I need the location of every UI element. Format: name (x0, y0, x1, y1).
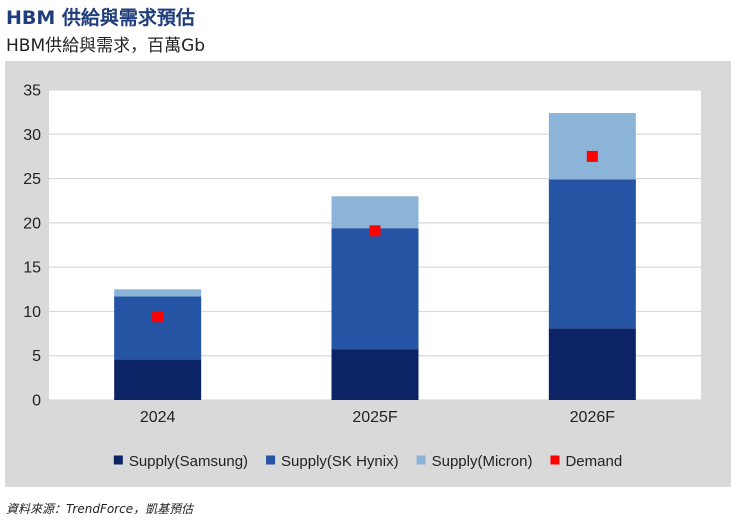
bar-micron-2025f (331, 196, 419, 229)
legend-label-micron: Supply(Micron) (432, 453, 533, 470)
y-tick-label: 30 (23, 127, 41, 144)
bar-samsung-2024 (114, 359, 202, 400)
chart-panel: 0 5 10 15 20 25 30 35 2024 2025F 2026F Supply(Samsu… (5, 61, 731, 487)
bar-sk_hynix-2026f (548, 179, 636, 329)
bar-sk_hynix-2024 (114, 296, 202, 360)
chart-title: HBM 供給與需求預估 (6, 7, 195, 29)
legend-swatch-demand (550, 455, 560, 465)
bar-samsung-2025f (331, 349, 419, 400)
y-tick-label: 0 (32, 393, 41, 410)
bar-sk_hynix-2025f (331, 228, 419, 350)
x-tick-label: 2025F (352, 409, 398, 426)
chart-subtitle: HBM供給與需求，百萬Gb (6, 36, 206, 56)
bar-micron-2026f (548, 113, 636, 180)
legend-swatch-micron (416, 455, 426, 465)
legend-label-demand: Demand (565, 453, 622, 470)
y-tick-label: 20 (23, 215, 41, 232)
y-tick-label: 10 (23, 304, 41, 321)
marker-demand-2025f (369, 225, 381, 237)
y-tick-label: 25 (23, 171, 41, 188)
bar-micron-2024 (114, 289, 202, 297)
legend-label-samsung: Supply(Samsung) (129, 453, 248, 470)
bar-samsung-2026f (548, 328, 636, 400)
source-note: 資料來源：TrendForce，凱基預估 (6, 502, 194, 516)
legend-swatch-samsung (113, 455, 123, 465)
x-tick-label: 2024 (140, 409, 176, 426)
marker-demand-2024 (152, 311, 164, 323)
y-tick-label: 35 (23, 83, 41, 100)
legend-swatch-sk_hynix (266, 455, 276, 465)
x-tick-label: 2026F (570, 409, 616, 426)
legend-label-sk_hynix: Supply(SK Hynix) (281, 453, 399, 470)
stacked-bar-chart: 0 5 10 15 20 25 30 35 2024 2025F 2026F Supply(Samsu… (23, 83, 701, 470)
marker-demand-2026f (586, 150, 598, 162)
y-tick-label: 15 (23, 260, 41, 277)
y-tick-label: 5 (32, 348, 41, 365)
